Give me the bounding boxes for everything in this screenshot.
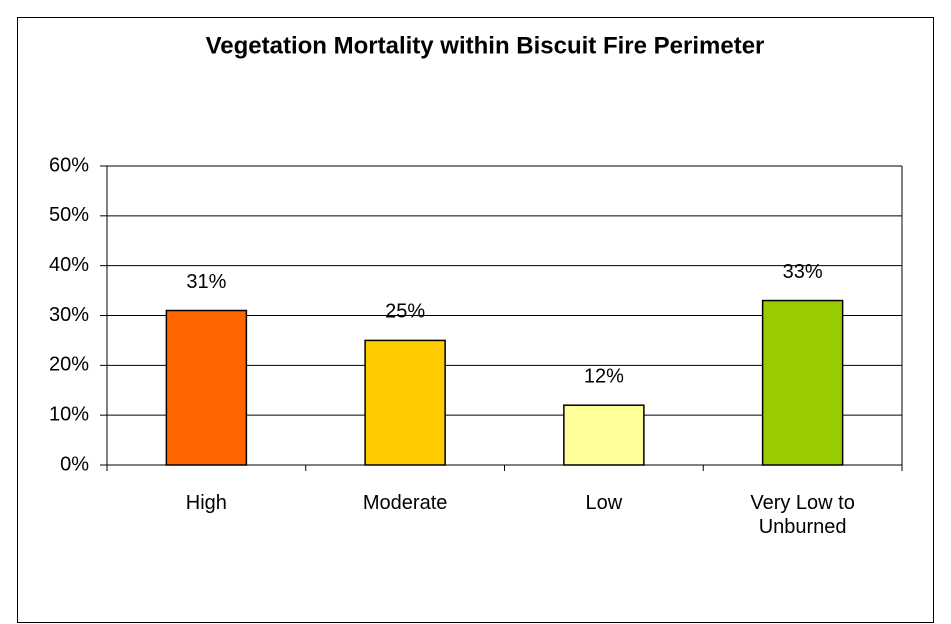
y-tick-label: 20% — [49, 354, 89, 376]
y-tick-label: 60% — [49, 154, 89, 176]
x-tick-label: Moderate — [362, 492, 448, 514]
bar — [364, 339, 446, 466]
chart-title: Vegetation Mortality within Biscuit Fire… — [206, 32, 765, 59]
x-tick-label: Low — [585, 492, 623, 514]
bar — [761, 299, 844, 466]
x-tick-label: High — [185, 492, 227, 514]
y-tick-label: 50% — [49, 204, 89, 226]
x-tick-label: Very Low to Unburned — [750, 492, 855, 538]
y-tick-label: 10% — [49, 403, 89, 425]
data-label: 12% — [584, 365, 624, 387]
data-label: 25% — [385, 301, 425, 323]
data-label: 31% — [186, 271, 226, 293]
bar — [165, 309, 248, 466]
bar — [563, 404, 645, 466]
y-tick-label: 30% — [49, 304, 89, 326]
y-tick-label: 40% — [49, 254, 89, 276]
data-label: 33% — [783, 261, 823, 283]
y-tick-label: 0% — [60, 453, 89, 475]
